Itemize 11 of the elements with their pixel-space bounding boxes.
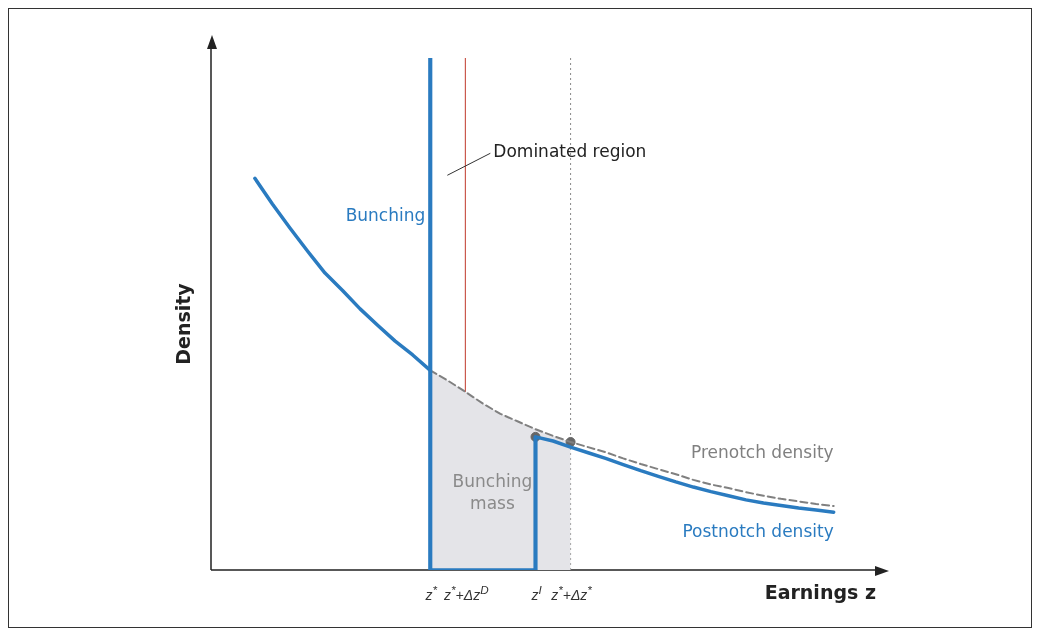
x-tick-label: z$^{*}$+Δz$^{*}$ <box>551 582 592 604</box>
x-tick-label: z$^{I}$ <box>531 582 542 604</box>
ref-line-label: Dominated region <box>493 140 647 161</box>
series-label: Bunching mass <box>452 470 533 513</box>
series-label: Bunching <box>345 205 426 226</box>
series-label: Prenotch density <box>690 442 834 463</box>
x-tick-label: z$^{*}$+Δz$^{D}$ <box>444 582 489 604</box>
x-axis-title: Earnings z <box>764 580 876 603</box>
series-label: Postnotch density <box>682 520 834 541</box>
x-tick-label: z$^{*}$ <box>425 582 438 604</box>
y-axis-title: Density <box>171 282 194 365</box>
